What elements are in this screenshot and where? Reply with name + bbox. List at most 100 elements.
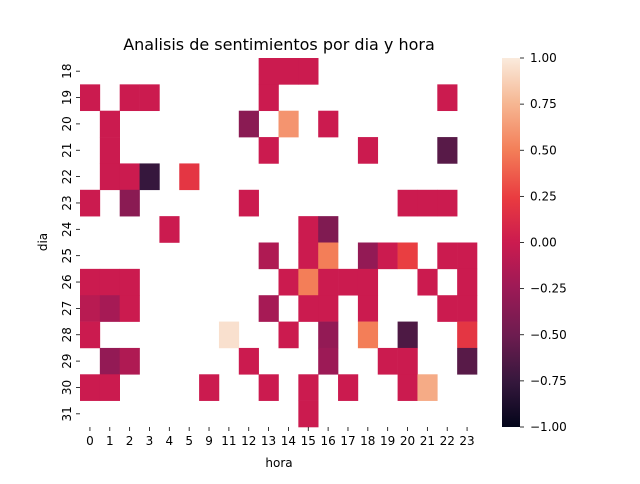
heatmap-cell bbox=[298, 58, 319, 85]
heatmap-cell bbox=[80, 189, 101, 217]
y-tick-label: 18 bbox=[60, 64, 74, 79]
y-tick-label: 26 bbox=[60, 274, 74, 289]
heatmap-cell bbox=[179, 163, 200, 191]
heatmap-cell bbox=[99, 268, 120, 296]
heatmap-cell bbox=[80, 321, 101, 349]
x-tick-label: 21 bbox=[420, 434, 435, 448]
heatmap-cell bbox=[99, 137, 120, 164]
x-tick-label: 19 bbox=[380, 434, 395, 448]
heatmap-cell bbox=[318, 110, 339, 138]
heatmap-cell bbox=[258, 295, 279, 322]
heatmap-cell bbox=[238, 189, 259, 217]
heatmap-cell bbox=[397, 189, 418, 217]
heatmap-cell bbox=[318, 321, 339, 349]
colorbar-tick-label: 0.50 bbox=[530, 143, 557, 157]
heatmap-cell bbox=[119, 84, 140, 112]
x-tick-label: 20 bbox=[400, 434, 415, 448]
colorbar-tick-label: 0.75 bbox=[530, 97, 557, 111]
heatmap-cell bbox=[99, 110, 120, 138]
heatmap-cell bbox=[119, 189, 140, 217]
heatmap-cell bbox=[357, 321, 379, 349]
x-tick-label: 12 bbox=[241, 434, 256, 448]
heatmap-cell bbox=[258, 84, 279, 112]
heatmap-cell bbox=[80, 374, 101, 401]
heatmap-cell bbox=[318, 268, 339, 296]
x-tick-label: 4 bbox=[166, 434, 174, 448]
colorbar-tick-label: −0.75 bbox=[530, 374, 567, 388]
heatmap-cell bbox=[417, 374, 438, 401]
x-tick-label: 13 bbox=[261, 434, 276, 448]
colorbar-tick-label: −0.25 bbox=[530, 282, 567, 296]
heatmap-cell bbox=[397, 374, 418, 401]
heatmap-cell bbox=[318, 216, 339, 243]
heatmap-cell bbox=[457, 321, 478, 349]
heatmap-cell bbox=[397, 321, 418, 349]
heatmap-cell bbox=[218, 321, 240, 349]
heatmap-cell bbox=[199, 374, 220, 401]
x-tick-label: 2 bbox=[126, 434, 134, 448]
heatmap-cell bbox=[318, 242, 339, 270]
heatmap-cell bbox=[298, 374, 319, 401]
colorbar bbox=[502, 58, 520, 427]
x-tick-label: 11 bbox=[221, 434, 236, 448]
x-tick-label: 15 bbox=[301, 434, 316, 448]
heatmap-cell bbox=[258, 374, 279, 401]
heatmap-cell bbox=[80, 268, 101, 296]
heatmap-cell bbox=[298, 216, 319, 243]
x-tick-label: 0 bbox=[86, 434, 94, 448]
x-tick-label: 9 bbox=[205, 434, 213, 448]
heatmap-cell bbox=[119, 163, 140, 191]
heatmap-cell bbox=[318, 295, 339, 322]
y-tick-label: 19 bbox=[60, 90, 74, 105]
x-axis: 0 1 2 3 4 5 9 11 12 13 14 15 16 17 18 19 20 21 22 23 bbox=[86, 427, 475, 448]
heatmap-cell bbox=[377, 347, 398, 375]
heatmap-cell bbox=[417, 268, 438, 296]
heatmap-cell bbox=[258, 137, 279, 164]
heatmap-cell bbox=[119, 295, 140, 322]
colorbar-tick-label: 1.00 bbox=[530, 51, 557, 65]
heatmap-cell bbox=[437, 189, 458, 217]
heatmap-cell bbox=[338, 268, 359, 296]
heatmap-cell bbox=[278, 58, 299, 85]
heatmap-cell bbox=[437, 295, 458, 322]
heatmap-cell bbox=[357, 242, 379, 270]
y-tick-label: 31 bbox=[60, 406, 74, 421]
heatmap-cell bbox=[278, 110, 299, 138]
heatmap-cell bbox=[377, 242, 398, 270]
heatmap-cell bbox=[139, 163, 160, 191]
heatmap-cell bbox=[457, 268, 478, 296]
heatmap-cell bbox=[318, 347, 339, 375]
heatmap-cell bbox=[159, 216, 180, 243]
heatmap-cell bbox=[80, 295, 101, 322]
heatmap-cell bbox=[397, 242, 418, 270]
heatmap-cell bbox=[298, 295, 319, 322]
heatmap-cell bbox=[338, 374, 359, 401]
y-tick-label: 20 bbox=[60, 116, 74, 131]
heatmap-cell bbox=[357, 295, 379, 322]
x-tick-label: 22 bbox=[440, 434, 455, 448]
y-axis-label: dia bbox=[36, 233, 50, 251]
heatmap-cell bbox=[99, 374, 120, 401]
colorbar-tick-label: 0.00 bbox=[530, 236, 557, 250]
heatmap-cell bbox=[357, 137, 379, 164]
heatmap-cell bbox=[119, 268, 140, 296]
x-tick-label: 23 bbox=[459, 434, 474, 448]
colorbar-tick-label: 0.25 bbox=[530, 189, 557, 203]
heatmap-cell bbox=[457, 347, 478, 375]
heatmap-cell bbox=[238, 110, 259, 138]
x-tick-label: 5 bbox=[185, 434, 193, 448]
y-tick-label: 22 bbox=[60, 169, 74, 184]
colorbar-ticks: 1.00 0.75 0.50 0.25 0.00 −0.25 −0.50 −0.75 −1.00 bbox=[520, 51, 567, 434]
x-tick-label: 17 bbox=[340, 434, 355, 448]
heatmap-cell bbox=[99, 295, 120, 322]
x-tick-label: 14 bbox=[281, 434, 296, 448]
heatmap-cell bbox=[99, 163, 120, 191]
heatmap-cell bbox=[99, 347, 120, 375]
x-tick-label: 1 bbox=[106, 434, 114, 448]
heatmap-cell bbox=[258, 58, 279, 85]
colorbar-tick-label: −1.00 bbox=[530, 420, 567, 434]
heatmap-cell bbox=[298, 400, 319, 428]
y-tick-label: 28 bbox=[60, 327, 74, 342]
